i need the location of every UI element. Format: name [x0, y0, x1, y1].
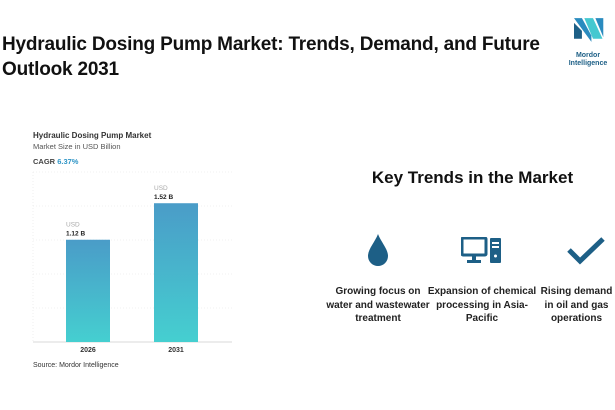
- bar-2031: [154, 203, 198, 342]
- logo-text: Mordor Intelligence: [568, 52, 608, 67]
- chart-title: Hydraulic Dosing Pump Market: [33, 131, 152, 140]
- data-label-value: 1.12 B: [66, 231, 85, 238]
- bar-2026: [66, 239, 110, 342]
- x-tick-label: 2026: [80, 347, 96, 354]
- cagr-label: CAGR: [33, 157, 56, 166]
- trend-item: Rising demand in oil and gas operations: [540, 286, 613, 324]
- checkmark-icon: [567, 237, 605, 265]
- mordor-logo: [574, 18, 604, 42]
- key-trends-heading: Key Trends in the Market: [371, 168, 574, 187]
- data-label-unit: USD: [154, 185, 168, 192]
- cagr-value: 6.37%: [57, 157, 79, 166]
- data-label-unit: USD: [66, 222, 80, 229]
- water-drop-icon: [368, 234, 388, 266]
- page-title: Hydraulic Dosing Pump Market: Trends, De…: [2, 34, 540, 80]
- data-label-value: 1.52 B: [154, 194, 173, 201]
- chart-source: Source: Mordor Intelligence: [33, 362, 119, 369]
- bar-chart: USD 1.12 B 2026 USD 1.52 B 2031: [32, 171, 232, 354]
- trend-item: Expansion of chemical processing in Asia…: [427, 286, 537, 324]
- computer-icon: [461, 237, 501, 263]
- x-tick-label: 2031: [168, 347, 184, 354]
- chart-subtitle: Market Size in USD Billion: [33, 142, 121, 151]
- trend-item: Growing focus on water and wastewater tr…: [326, 286, 430, 324]
- cagr: CAGR 6.37%: [33, 157, 78, 166]
